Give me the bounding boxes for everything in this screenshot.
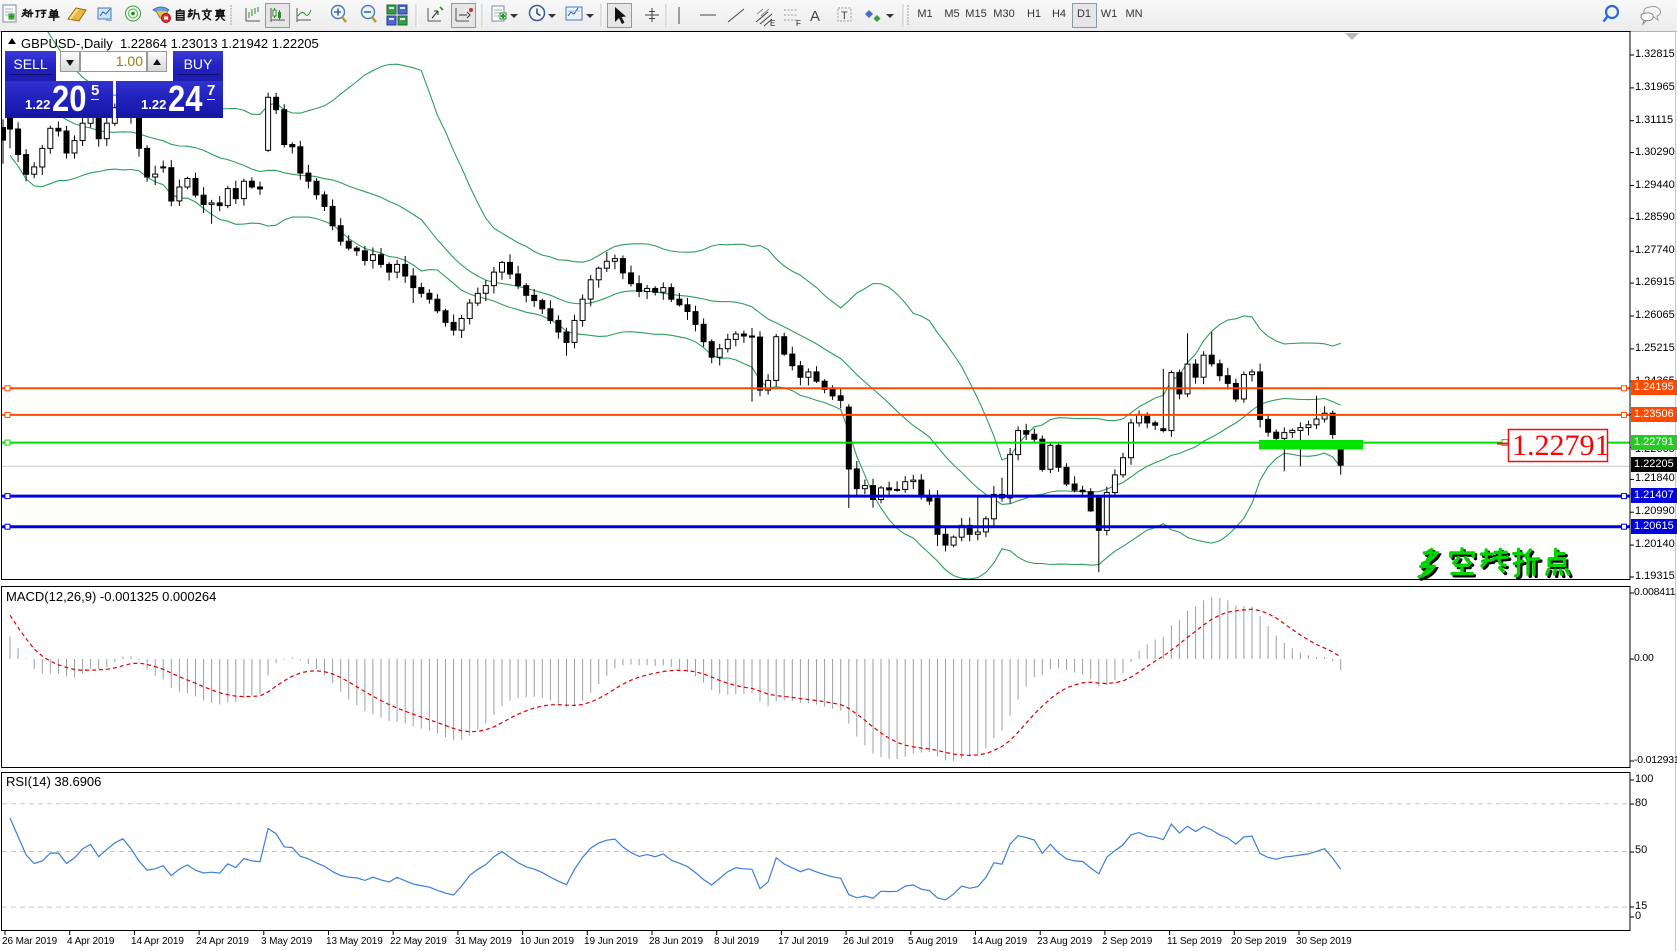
svg-text:T: T	[841, 10, 848, 22]
svg-text:F: F	[796, 19, 801, 28]
svg-text:A: A	[810, 8, 820, 25]
svg-text:E: E	[770, 19, 775, 28]
